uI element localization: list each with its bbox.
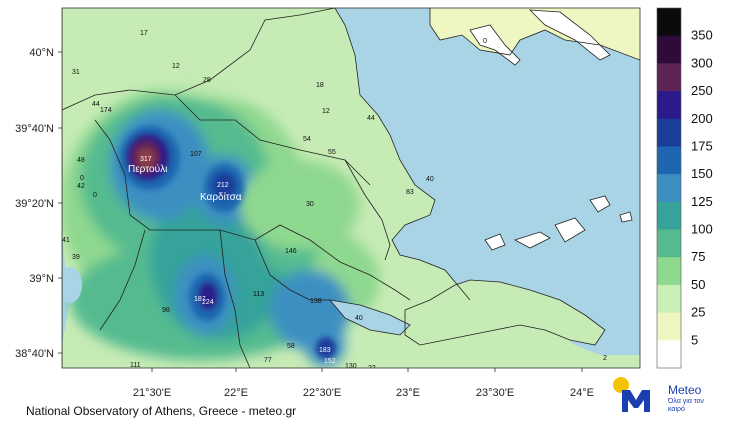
place-karditsa: Καρδίτσα bbox=[200, 191, 242, 203]
colorbar-label: 200 bbox=[691, 111, 713, 126]
value-label: 28 bbox=[203, 77, 211, 84]
lon-label: 24°E bbox=[570, 387, 594, 399]
value-label: 174 bbox=[100, 107, 112, 114]
colorbar-label: 125 bbox=[691, 194, 713, 209]
colorbar-segment bbox=[657, 174, 681, 203]
value-label: 44 bbox=[92, 101, 100, 108]
island-skopelos bbox=[515, 232, 550, 248]
logo-tagline: Όλα για τον καιρό bbox=[668, 398, 704, 413]
value-label: 17 bbox=[140, 30, 148, 37]
lat-label: 40°N bbox=[29, 47, 54, 59]
value-label: 130 bbox=[345, 363, 357, 370]
value-label: 58 bbox=[287, 343, 295, 350]
value-label: 77 bbox=[264, 357, 272, 364]
value-label: 18 bbox=[316, 82, 324, 89]
island-alonissos bbox=[555, 218, 585, 242]
value-label: 98 bbox=[162, 307, 170, 314]
colorbar-label: 5 bbox=[691, 332, 698, 347]
colorbar-label: 150 bbox=[691, 166, 713, 181]
axis-ticks bbox=[58, 51, 583, 372]
colorbar-segment bbox=[657, 8, 681, 37]
colorbar-segment bbox=[657, 118, 681, 147]
lake bbox=[62, 267, 82, 303]
credit-text: National Observatory of Athens, Greece -… bbox=[26, 404, 297, 418]
colorbar-segment bbox=[657, 63, 681, 92]
map-frame bbox=[61, 7, 641, 369]
logo-name: Meteo bbox=[668, 383, 702, 397]
value-label: 152 bbox=[324, 358, 336, 365]
land-evia bbox=[405, 280, 605, 345]
value-label: 12 bbox=[322, 108, 330, 115]
region-borders bbox=[62, 8, 411, 368]
value-label: 2 bbox=[603, 355, 607, 362]
land-peninsula-2 bbox=[530, 10, 610, 60]
gulf bbox=[330, 300, 410, 335]
value-label: 83 bbox=[406, 189, 414, 196]
value-label: 138 bbox=[310, 298, 322, 305]
land-peninsula bbox=[470, 25, 520, 65]
value-label: 40 bbox=[426, 176, 434, 183]
colorbar-segment bbox=[657, 229, 681, 258]
value-label: 183 bbox=[319, 347, 331, 354]
lon-label: 23°30'E bbox=[476, 387, 514, 399]
value-label: 30 bbox=[306, 201, 314, 208]
value-label: 42 bbox=[77, 183, 85, 190]
value-label: 0 bbox=[483, 38, 487, 45]
lat-label: 38°40'N bbox=[15, 348, 54, 360]
value-label: 0 bbox=[80, 175, 84, 182]
value-label: 212 bbox=[217, 182, 229, 189]
meteo-logo bbox=[613, 377, 650, 412]
colorbar-frame bbox=[656, 7, 682, 369]
value-label: 107 bbox=[190, 151, 202, 158]
lon-label: 21°30'E bbox=[133, 387, 171, 399]
value-label: 317 bbox=[140, 156, 152, 163]
colorbar-label: 25 bbox=[691, 305, 705, 320]
island-skyros bbox=[590, 196, 610, 212]
lon-label: 22°30'E bbox=[303, 387, 341, 399]
lat-label: 39°40'N bbox=[15, 123, 54, 135]
colorbar-label: 75 bbox=[691, 249, 705, 264]
value-label: 40 bbox=[355, 315, 363, 322]
colorbar-label: 100 bbox=[691, 222, 713, 237]
colorbar-label: 50 bbox=[691, 277, 705, 292]
lat-label: 39°N bbox=[29, 273, 54, 285]
colorbar-segment bbox=[657, 35, 681, 64]
value-label: 55 bbox=[328, 149, 336, 156]
lon-label: 23°E bbox=[396, 387, 420, 399]
value-label: 41 bbox=[62, 237, 70, 244]
value-label: 187 bbox=[194, 296, 206, 303]
colorbar: 350 300 250 200 175 150 125 100 75 50 25 5 bbox=[656, 7, 713, 369]
colorbar-label: 350 bbox=[691, 28, 713, 43]
value-label: 0 bbox=[93, 192, 97, 199]
colorbar-label: 250 bbox=[691, 83, 713, 98]
value-label: 44 bbox=[367, 115, 375, 122]
value-label: 12 bbox=[172, 63, 180, 70]
colorbar-segment bbox=[657, 312, 681, 341]
value-label: 146 bbox=[285, 248, 297, 255]
lat-label: 39°20'N bbox=[15, 198, 54, 210]
colorbar-segment bbox=[657, 201, 681, 231]
value-label: 111 bbox=[130, 362, 141, 369]
value-label: 22 bbox=[368, 365, 376, 372]
colorbar-segment bbox=[657, 340, 681, 369]
colorbar-segment bbox=[657, 146, 681, 175]
value-label: 224 bbox=[202, 299, 214, 306]
lon-label: 22°E bbox=[224, 387, 248, 399]
value-label: 39 bbox=[72, 254, 80, 261]
value-label: 31 bbox=[72, 69, 80, 76]
colorbar-label: 175 bbox=[691, 138, 713, 153]
colorbar-segment bbox=[657, 284, 681, 314]
value-label: 48 bbox=[77, 157, 85, 164]
colorbar-segment bbox=[657, 91, 681, 120]
colorbar-label: 300 bbox=[691, 55, 713, 70]
value-label: 54 bbox=[303, 136, 311, 143]
place-pertouli: Περτούλι bbox=[128, 163, 167, 175]
value-label: 113 bbox=[253, 291, 264, 298]
colorbar-segment bbox=[657, 257, 681, 286]
